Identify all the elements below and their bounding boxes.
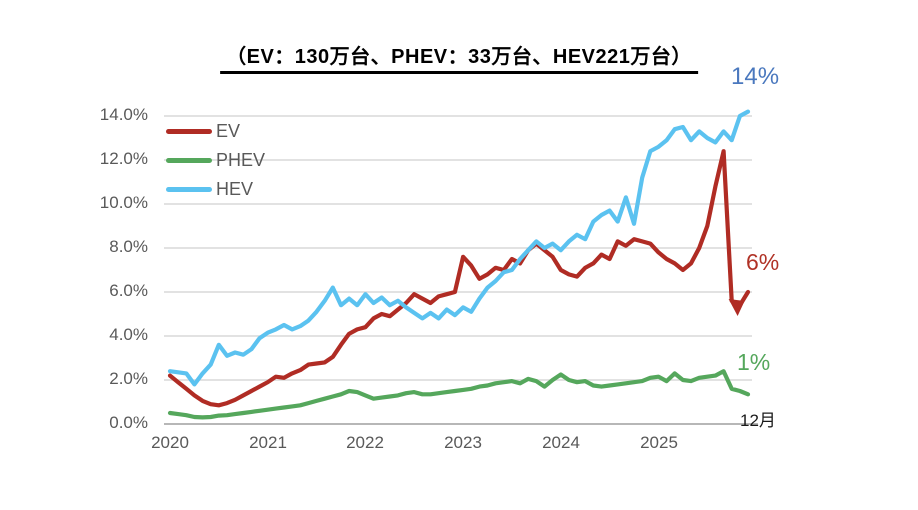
y-tick-14: 14.0% <box>99 105 148 124</box>
x-tick-2020: 2020 <box>151 433 189 452</box>
chart-title: （EV：130万台、PHEV：33万台、HEV221万台） <box>220 40 698 74</box>
y-tick-4: 4.0% <box>109 325 148 344</box>
legend-item-ev: EV <box>166 117 265 146</box>
legend-label-ev: EV <box>216 121 241 141</box>
legend: EV PHEV HEV <box>166 117 265 204</box>
hev-line-swatch <box>166 187 212 192</box>
hev-end-annotation: 14% <box>731 63 780 90</box>
y-tick-2: 2.0% <box>109 369 148 388</box>
x-tick-2025: 2025 <box>640 433 678 452</box>
y-tick-6: 6.0% <box>109 281 148 300</box>
x-tick-2023: 2023 <box>444 433 482 452</box>
legend-item-phev: PHEV <box>166 146 265 175</box>
y-tick-12: 12.0% <box>99 149 148 168</box>
legend-label-phev: PHEV <box>216 150 266 170</box>
y-tick-0: 0.0% <box>109 413 148 432</box>
legend-item-hev: HEV <box>166 175 265 204</box>
x-tick-2021: 2021 <box>249 433 287 452</box>
y-tick-8: 8.0% <box>109 237 148 256</box>
phev-line-swatch <box>166 158 212 163</box>
phev-end-annotation: 1% <box>737 349 771 375</box>
ev-line-swatch <box>166 129 212 134</box>
ev-end-annotation: 6% <box>746 249 780 275</box>
legend-label-hev: HEV <box>216 179 254 199</box>
y-tick-10: 10.0% <box>99 193 148 212</box>
x-tick-2024: 2024 <box>542 433 580 452</box>
last-month-label: 12月 <box>740 411 776 430</box>
x-tick-2022: 2022 <box>346 433 384 452</box>
